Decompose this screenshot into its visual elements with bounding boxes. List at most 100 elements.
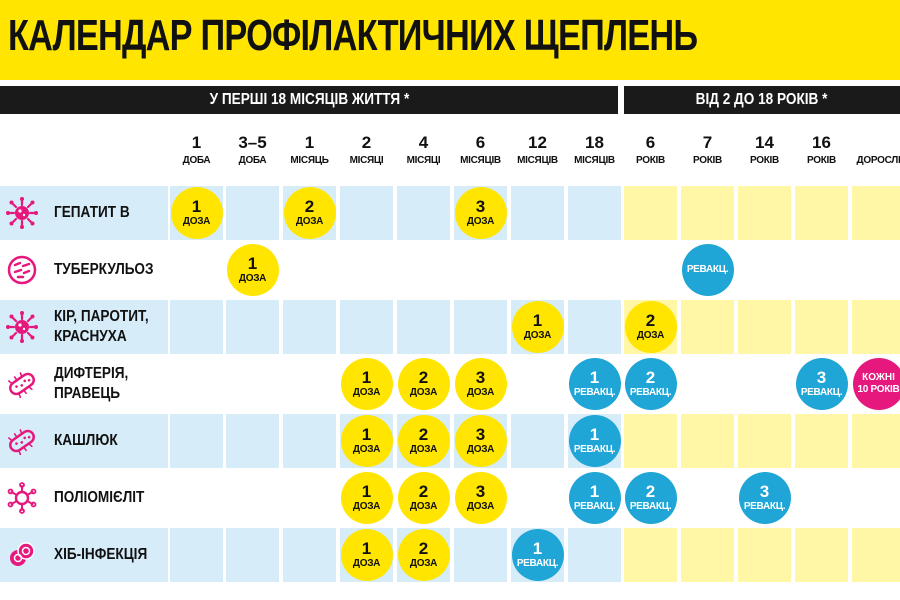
dose-badge: 1 ДОЗА [340,472,393,524]
table-cell [170,414,223,468]
table-cell [226,186,279,240]
badge-text: 10 РОКІВ [857,384,900,395]
every-10-years-badge: КОЖНІ 10 РОКІВ [852,358,900,410]
badge-number: 1 [361,539,372,558]
row-label: ГЕПАТИТ В [0,186,168,240]
badge-text: ДОЗА [295,216,324,227]
badge-text: РЕВАКЦ. [573,501,616,512]
badge-number: 3 [475,197,486,216]
dose-badge: 2 ДОЗА [397,529,450,581]
revaccination-badge: 3 РЕВАКЦ. [795,358,848,410]
disease-name: ТУБЕРКУЛЬОЗ [54,261,154,278]
column-header-number: 12 [528,133,547,152]
revaccination-badge: 2 РЕВАКЦ. [624,472,677,524]
table-cell [795,528,848,582]
column-header-number: 3–5 [238,133,267,152]
column-header-unit: РОКІВ [750,155,779,166]
badge-number: 3 [475,482,486,501]
column-header: 4 МІСЯЦІ [397,128,450,182]
dose-badge: 2 ДОЗА [624,301,677,353]
badge-text: ДОЗА [466,444,495,455]
table-cell [511,414,564,468]
table-row: КІР, ПАРОТИТ, КРАСНУХА 1 ДОЗА 2 ДОЗА [0,300,900,354]
table-cell [852,414,900,468]
column-header: 1 ДОБА [170,128,223,182]
disease-name: ХІБ-ІНФЕКЦІЯ [54,546,148,563]
row-label: ХІБ-ІНФЕКЦІЯ [0,528,168,582]
band-first-18-months: У ПЕРШІ 18 МІСЯЦІВ ЖИТТЯ * [0,86,618,114]
column-header-number: 7 [702,133,713,152]
badge-number: 2 [645,311,656,330]
disease-name: ДИФТЕРІЯ, ПРАВЕЦЬ [54,365,129,402]
column-header-number: 4 [418,133,429,152]
column-header-unit: МІСЯЦІВ [460,155,501,166]
dose-badge: 3 ДОЗА [454,358,507,410]
badge-text: ДОЗА [352,501,381,512]
table-cell [624,414,677,468]
table-cell [795,414,848,468]
dose-badge: 2 ДОЗА [397,472,450,524]
badge-number: 2 [645,482,656,501]
row-label: КІР, ПАРОТИТ, КРАСНУХА [0,300,168,354]
table-cell [852,186,900,240]
table-cell [795,300,848,354]
table-cell [226,528,279,582]
badge-text: РЕВАКЦ. [573,387,616,398]
badge-text: РЕВАКЦ. [629,501,672,512]
title-bar: КАЛЕНДАР ПРОФІЛАКТИЧНИХ ЩЕПЛЕНЬ [0,0,900,80]
row-label: ДИФТЕРІЯ, ПРАВЕЦЬ [0,357,168,411]
badge-number: 1 [589,482,600,501]
badge-text: ДОЗА [636,330,665,341]
table-cell [738,300,791,354]
badge-text: ДОЗА [466,216,495,227]
badge-text: РЕВАКЦ. [800,387,843,398]
column-header-unit: РОКІВ [807,155,836,166]
table-cell [283,528,336,582]
dose-badge: 3 ДОЗА [454,187,507,239]
table-cell [852,300,900,354]
badge-number: 1 [361,425,372,444]
column-header-number: 14 [755,133,774,152]
table-cell [226,300,279,354]
column-header: 1 МІСЯЦЬ [283,128,336,182]
band-2-to-18-years-label: ВІД 2 ДО 18 РОКІВ * [696,91,828,108]
table-cell [568,528,621,582]
revaccination-badge: 1 РЕВАКЦ. [568,358,621,410]
table-cell [283,300,336,354]
table-cell [852,528,900,582]
column-header-number: 18 [585,133,604,152]
column-header-unit: ДОБА [238,155,267,166]
row-label: ПОЛІОМІЄЛІТ [0,471,168,525]
column-header: 2 МІСЯЦІ [340,128,393,182]
band-2-to-18-years: ВІД 2 ДО 18 РОКІВ * [624,86,900,114]
table-cell [397,300,450,354]
column-header-number: 1 [304,133,315,152]
table-cell [738,414,791,468]
band-first-18-months-label: У ПЕРШІ 18 МІСЯЦІВ ЖИТТЯ * [209,91,409,108]
table-cell [568,186,621,240]
virus-icon [6,197,38,229]
revaccination-badge: 1 РЕВАКЦ. [568,415,621,467]
table-cell [226,414,279,468]
dose-badge: 3 ДОЗА [454,472,507,524]
badge-text: ДОЗА [523,330,552,341]
table-cell [454,300,507,354]
column-header: 16 РОКІВ [795,128,848,182]
badge-text: РЕВАКЦ. [686,264,729,275]
badge-text: ДОЗА [409,501,438,512]
table-row: ПОЛІОМІЄЛІТ 1 ДОЗА 2 ДОЗА 3 ДОЗА 1 РЕВАКЦ. 2 РЕВАК… [0,471,900,525]
revaccination-badge: РЕВАКЦ. [681,244,734,296]
badge-text: РЕВАКЦ. [629,387,672,398]
table-cell [568,300,621,354]
dose-badge: 3 ДОЗА [454,415,507,467]
dose-badge: 1 ДОЗА [170,187,223,239]
bacteria-icon [7,255,37,285]
dose-badge: 1 ДОЗА [340,529,393,581]
badge-number: 3 [475,425,486,444]
badge-number: 1 [589,425,600,444]
table-cell [681,528,734,582]
table-cell [170,528,223,582]
badge-number: 2 [304,197,315,216]
column-header-unit: ДОРОСЛІ [856,155,900,166]
badge-text: РЕВАКЦ. [573,444,616,455]
